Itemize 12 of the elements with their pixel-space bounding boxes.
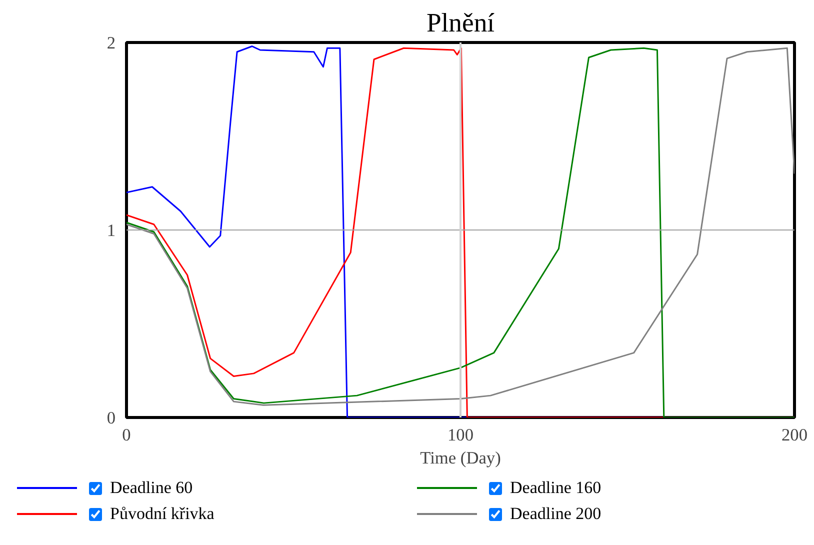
legend-label: Původní křivka — [110, 502, 214, 525]
y-tick-label: 2 — [106, 34, 116, 52]
legend-label: Deadline 60 — [110, 476, 193, 499]
x-axis-title: Time (Day) — [420, 448, 502, 468]
x-tick-label: 100 — [448, 426, 474, 444]
legend-label: Deadline 160 — [510, 476, 602, 499]
x-tick-label: 200 — [782, 426, 808, 444]
chart-title: Plnění — [426, 8, 496, 38]
y-tick-label: 0 — [106, 408, 116, 428]
legend-label: Deadline 200 — [510, 502, 602, 525]
x-tick-label: 0 — [122, 426, 131, 444]
y-tick-label: 1 — [106, 221, 116, 240]
